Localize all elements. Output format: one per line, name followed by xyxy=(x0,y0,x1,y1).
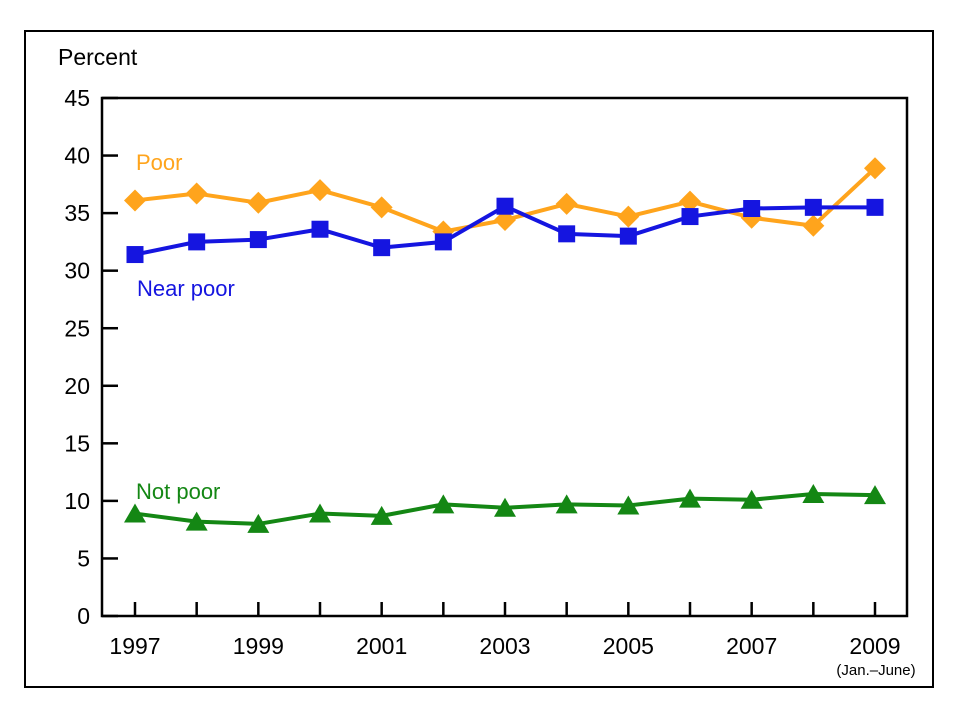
svg-text:25: 25 xyxy=(64,315,90,341)
svg-text:2001: 2001 xyxy=(356,633,407,659)
svg-text:45: 45 xyxy=(64,85,90,111)
svg-text:30: 30 xyxy=(64,258,90,284)
svg-text:1997: 1997 xyxy=(109,633,160,659)
svg-text:15: 15 xyxy=(64,430,90,456)
svg-text:2009: 2009 xyxy=(849,633,900,659)
svg-text:5: 5 xyxy=(77,545,90,571)
figure-border xyxy=(24,30,934,688)
svg-text:0: 0 xyxy=(77,603,90,629)
x-axis-note: (Jan.–June) xyxy=(836,662,916,679)
series-label-near-poor: Near poor xyxy=(137,276,235,301)
svg-text:35: 35 xyxy=(64,200,90,226)
svg-text:2007: 2007 xyxy=(726,633,777,659)
svg-text:2003: 2003 xyxy=(479,633,530,659)
svg-text:20: 20 xyxy=(64,373,90,399)
svg-text:1999: 1999 xyxy=(233,633,284,659)
series-label-poor: Poor xyxy=(136,150,183,175)
svg-text:10: 10 xyxy=(64,488,90,514)
svg-text:2005: 2005 xyxy=(603,633,654,659)
series-label-not-poor: Not poor xyxy=(136,479,221,504)
y-axis-title: Percent xyxy=(58,44,138,70)
svg-text:40: 40 xyxy=(64,143,90,169)
